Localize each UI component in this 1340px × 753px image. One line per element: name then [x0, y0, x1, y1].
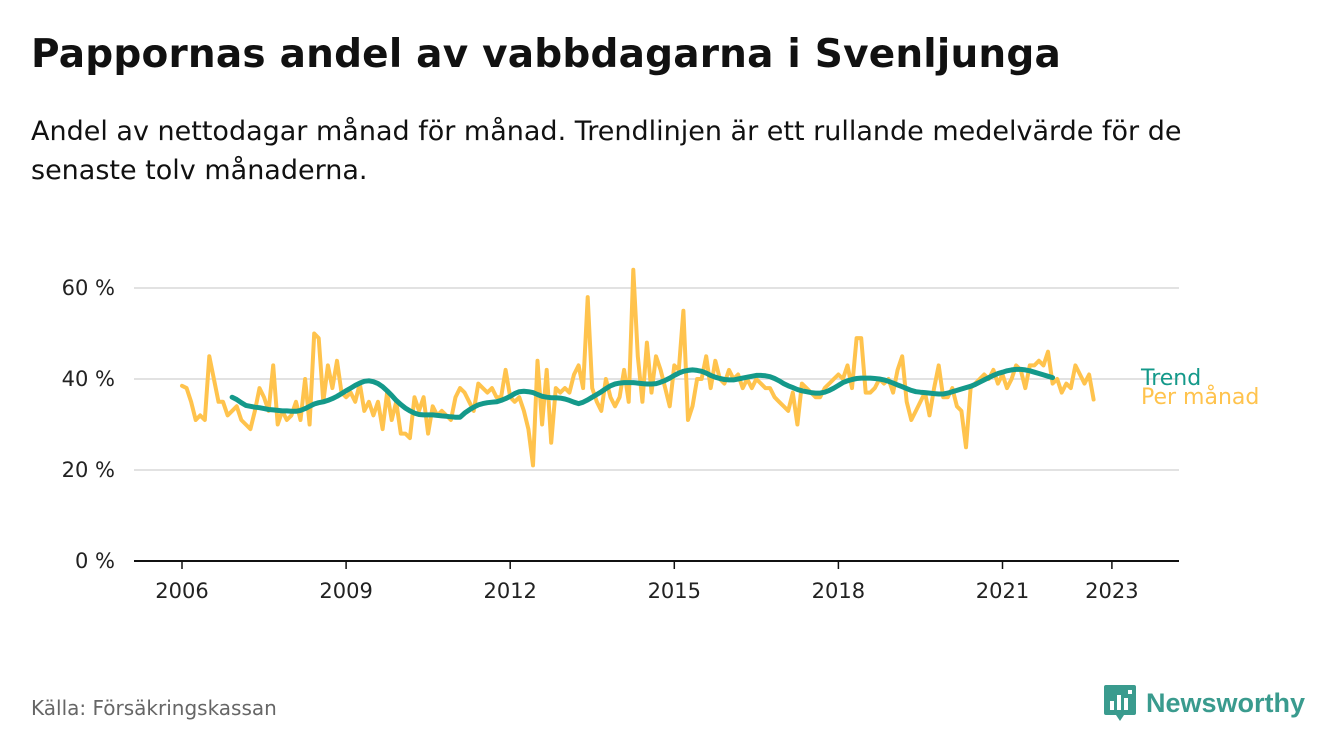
- x-tick-label: 2012: [483, 579, 536, 603]
- x-tick-label: 2018: [812, 579, 865, 603]
- series-line-trend: [229, 366, 1056, 420]
- brand-name: Newsworthy: [1146, 687, 1306, 718]
- chart-title: Pappornas andel av vabbdagarna i Svenlju…: [31, 32, 1062, 77]
- y-tick-label: 20 %: [62, 458, 115, 482]
- series-layer: [180, 267, 1096, 468]
- source-note: Källa: Försäkringskassan: [31, 696, 277, 720]
- y-axis: 0 % 20 % 40 % 60 %: [62, 276, 115, 573]
- newsworthy-logo-icon: [1104, 685, 1136, 721]
- chart-subtitle: Andel av nettodagar månad för månad. Tre…: [31, 116, 1182, 186]
- series-line-per-manad: [180, 267, 1096, 468]
- x-tick-label: 2006: [155, 579, 208, 603]
- x-tick-label: 2021: [976, 579, 1029, 603]
- series-label-per-manad: Per månad: [1141, 384, 1259, 410]
- brand-logo: Newsworthy: [1102, 683, 1305, 723]
- y-tick-label: 60 %: [62, 276, 115, 300]
- y-tick-label: 40 %: [62, 367, 115, 391]
- x-tick-label: 2015: [648, 579, 701, 603]
- x-tick-label: 2023: [1085, 579, 1138, 603]
- series-label-trend: Trend: [1140, 366, 1201, 391]
- x-axis: 2006 2009 2012 2015 2018 2021 2023: [134, 560, 1179, 603]
- y-tick-label: 0 %: [75, 549, 115, 573]
- x-tick-label: 2009: [319, 579, 372, 603]
